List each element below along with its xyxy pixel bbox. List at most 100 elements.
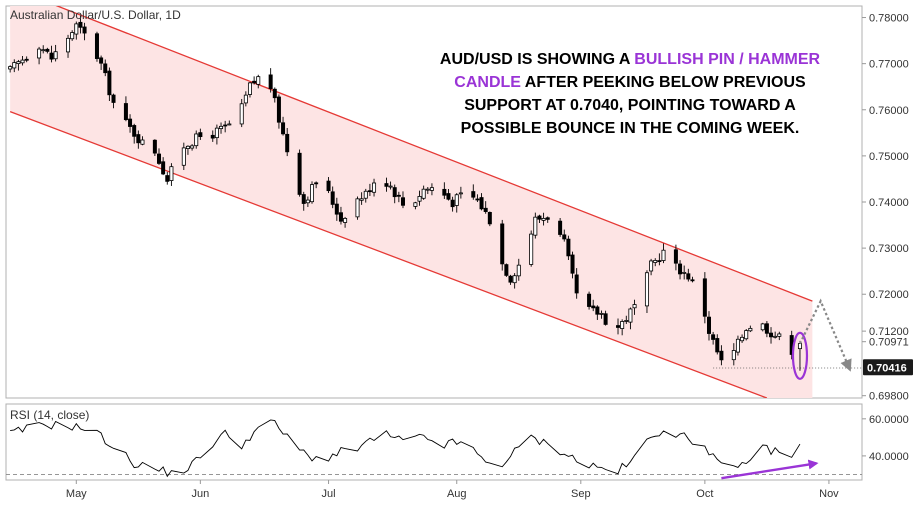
candle-body (70, 32, 75, 40)
candle-body (483, 207, 488, 212)
candle-body (769, 332, 774, 338)
candle-body (367, 190, 372, 193)
candle-body (644, 272, 649, 307)
candle-body (764, 323, 769, 334)
candle-body (740, 336, 745, 342)
candle-body (400, 197, 405, 206)
candle-body (719, 350, 724, 361)
price-tick-label: 0.78000 (869, 13, 909, 25)
price-tick-label: 0.73000 (869, 243, 909, 255)
candle-body (338, 212, 343, 222)
price-tick-label: 0.77000 (869, 59, 909, 71)
candle-body (632, 304, 637, 309)
candle-body (558, 220, 563, 235)
candle-body (45, 48, 50, 52)
rsi-divergence-arrow (721, 459, 819, 480)
candle-body (8, 66, 13, 70)
candle-body (657, 260, 662, 263)
price-chart-title: Australian Dollar/U.S. Dollar, 1D (10, 8, 181, 22)
candle-body (760, 323, 765, 331)
price-axis: 0.78000 0.77000 0.76000 0.75000 0.74000 0.730… (862, 13, 913, 403)
candle-body (252, 80, 257, 84)
candle-body (53, 51, 58, 60)
candle-body (152, 139, 157, 154)
candle-body (500, 223, 505, 265)
candle-body (735, 338, 740, 353)
candle-body (603, 313, 608, 325)
annotation-highlight-1: BULLISH PIN / HAMMER (634, 51, 820, 68)
last-price-label: 0.70416 (867, 362, 907, 374)
candle-body (12, 62, 17, 69)
candle-body (508, 275, 513, 283)
rsi-tick-label: 40.0000 (869, 451, 909, 463)
candle-body (442, 188, 447, 196)
rsi-axis: 60.0000 40.0000 (862, 414, 909, 463)
candle-body (239, 103, 244, 125)
candle-body (194, 133, 199, 147)
rsi-line (10, 419, 801, 478)
annotation-line-4: POSSIBLE BOUNCE IN THE COMING WEEK. (461, 120, 800, 137)
candle-body (157, 153, 162, 164)
candle-body (243, 94, 248, 104)
candle-body (99, 57, 104, 64)
candle-body (396, 194, 401, 197)
candle-body (107, 70, 112, 96)
candle-body (533, 216, 538, 236)
candle-body (624, 320, 629, 322)
candle-body (314, 182, 319, 185)
candle-body (343, 217, 348, 223)
candle-body (285, 133, 290, 153)
candle-body (475, 198, 480, 201)
candle-body (487, 212, 492, 225)
candle-body (537, 215, 542, 220)
candle-body (545, 217, 550, 220)
candle-body (190, 145, 195, 149)
candle-body (706, 316, 711, 334)
candle-body (305, 199, 310, 204)
price-tick-label: 0.74000 (869, 197, 909, 209)
candle-body (363, 190, 368, 199)
candle-body (37, 48, 42, 59)
candle-body (334, 203, 339, 215)
candle-body (227, 123, 232, 126)
candle-body (123, 103, 128, 121)
candle-body (103, 63, 108, 74)
candle-body (66, 37, 71, 53)
candle-body (711, 334, 716, 340)
candle-body (384, 183, 389, 187)
candle-body (529, 233, 534, 265)
candle-body (372, 182, 377, 193)
candle-body (620, 321, 625, 329)
candle-body (682, 271, 687, 274)
candle-body (731, 350, 736, 361)
candle-body (297, 152, 302, 195)
candle-body (41, 49, 46, 52)
candle-body (74, 23, 79, 35)
channel-lower-line (9, 111, 768, 398)
candle-body (686, 273, 691, 280)
price-tick-label: 0.71200 (869, 326, 909, 338)
candle-body (446, 193, 451, 200)
price-tick-label: 0.72000 (869, 289, 909, 301)
candle-body (355, 198, 360, 218)
candle-body (268, 74, 273, 90)
candle-body (128, 118, 133, 127)
time-tick-label: Sep (571, 488, 591, 500)
candle-body (330, 191, 335, 205)
time-tick-label: Aug (447, 488, 467, 500)
annotation-line-1: AUD/USD IS SHOWING A BULLISH PIN / HAMME… (440, 51, 821, 68)
candle-body (748, 327, 753, 332)
candle-body (421, 188, 426, 199)
channel-fill (10, 6, 813, 398)
candle-body (744, 330, 749, 340)
candle-body (562, 234, 567, 240)
time-tick-label: Oct (696, 488, 713, 500)
rsi-tick-label: 60.0000 (869, 414, 909, 426)
candle-body (214, 127, 219, 139)
candle-body (82, 26, 87, 34)
candle-body (24, 58, 29, 61)
candle-body (16, 61, 21, 64)
candle-body (653, 260, 658, 263)
candle-body (591, 305, 596, 309)
